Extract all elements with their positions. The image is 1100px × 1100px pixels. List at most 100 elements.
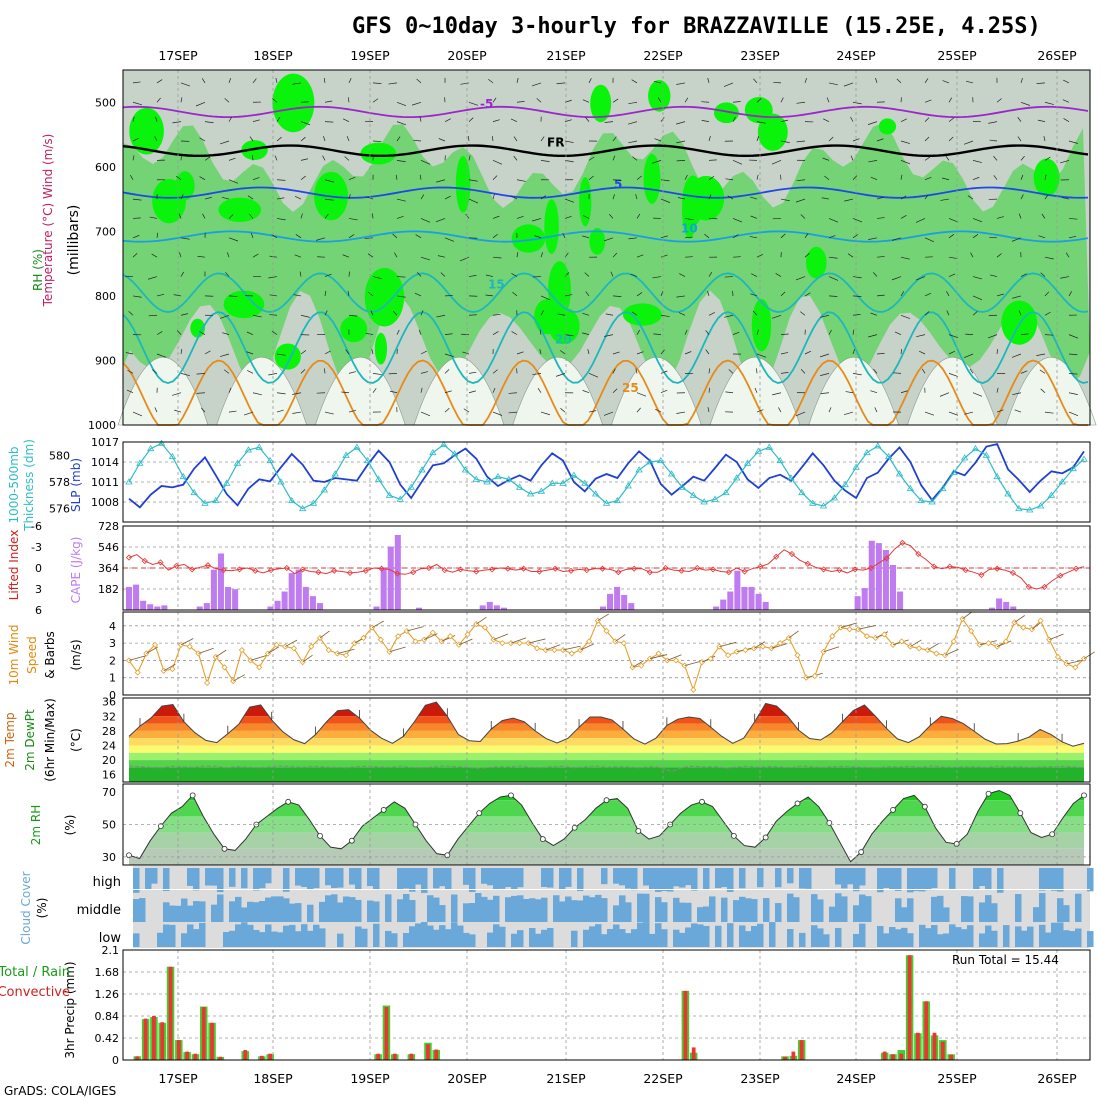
cloud-cell [397,868,404,890]
pressure-tick: 700 [95,225,116,238]
wind-barb [174,409,182,413]
wind-barb [492,331,499,335]
cloud-cell [307,868,314,890]
wind-barb [942,80,950,84]
thickness-point [733,474,741,481]
wind-barb [894,331,902,335]
li-point [425,564,432,572]
wind-barb [708,136,711,142]
wind-barb [921,368,926,374]
wind-barb [371,349,374,355]
precip-conv-bar [799,1040,804,1060]
cape-bar [295,569,302,610]
wind-barb [532,373,542,376]
wind-barb [292,411,302,414]
wind-barb [587,348,590,355]
rh-point [221,845,228,852]
cloud-cell [775,868,782,888]
wind-barb-10m [389,646,406,653]
wind-barb [1012,295,1022,299]
rh-point [1081,792,1087,799]
date-label-bottom: 18SEP [253,1071,293,1086]
dry-plume [216,357,308,426]
wind-barb [876,256,885,258]
wind-speed-point [603,627,610,635]
cloud-cell [493,924,500,947]
rh-point [508,792,514,799]
thickness-point [320,486,329,493]
wind-barb [485,294,494,297]
cloud-cell [1069,931,1076,947]
cape-bar [762,601,769,610]
wind-barb [1014,409,1022,413]
temp-band [129,702,1084,717]
wind-barb [828,136,834,142]
wind-barb [540,160,550,162]
wind-barb [654,138,662,142]
cloud-cell [673,868,680,887]
wind-barb-10m [371,620,384,628]
wind-barb-10m [788,630,799,639]
cape-bar [217,553,224,610]
axis-label: 2m DewPt [23,709,37,771]
temp-tick: 24 [102,739,116,752]
li-point [457,566,464,573]
wind-barb [941,177,950,181]
cloud-cell [619,868,626,886]
wind-barb [852,175,858,180]
wind-barb [844,411,854,416]
li-point [804,560,811,567]
thickness-point [277,478,285,485]
wind-barb-10m [180,638,194,646]
slp-line [128,442,1085,509]
wind-barb [300,121,311,126]
date-label-top: 26SEP [1037,48,1077,63]
cloud-cell [487,932,494,947]
wind-speed-point [898,638,905,645]
rh-point [699,798,705,805]
wind-barb-10m [476,616,487,625]
cloud-cell [355,899,362,922]
wind-barb [684,351,692,355]
temp-tick: 28 [102,725,116,738]
precip-conv-bar [882,1051,887,1060]
li-point [473,568,480,575]
cloud-cell [907,933,914,947]
wind-barb [708,271,713,277]
cloud-cell [373,868,380,890]
cloud-cell [601,934,608,947]
cloud-cell [163,924,170,947]
cape-bar [125,586,133,610]
wind-barb [701,120,710,122]
wind-barb [156,331,163,335]
wind-barb [660,389,668,394]
wind-barb [420,387,423,393]
wind-barb [828,82,838,86]
cape-bar [882,550,889,610]
cloud-cell [415,868,422,885]
cloud-cell [229,901,236,922]
isotherm-label: 20 [555,333,572,347]
wind-barb [564,215,572,219]
wind-barb [780,198,790,202]
wind-barb [773,81,782,84]
cloud-cell [235,924,242,947]
wind-barb [180,348,183,355]
temp-band [129,730,1084,739]
wind-barb-10m [927,643,939,651]
cloud-cell [469,903,476,922]
wind-speed-point [1054,653,1062,661]
cape-bar [500,607,507,610]
cloud-cell [217,868,224,893]
cloud-cell [145,868,152,890]
wind-barb [701,101,710,103]
thickness-point [364,456,372,464]
cloud-cell [679,868,686,888]
precip-conv-bar [683,990,688,1060]
cloud-cell [895,898,902,922]
wind-barb-10m [771,643,788,649]
wind-barb [631,79,638,84]
wind-barb [372,140,382,142]
cloud-cell [883,868,890,888]
cloud-cell [853,905,860,922]
